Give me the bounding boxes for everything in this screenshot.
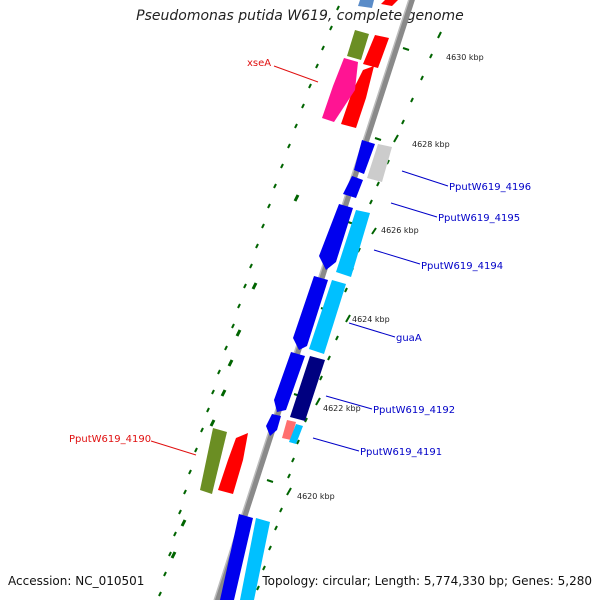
gene-block [266,414,281,436]
reverse-strand-genes [218,0,398,600]
gene-block [240,518,270,600]
gene-label-pputw619-4196: PputW619_4196 [449,182,531,193]
tick-label: 4624 kbp [352,315,390,324]
tick-label: 4622 kbp [323,404,361,413]
gene-label-pputw619-4191: PputW619_4191 [360,447,442,458]
gene-block [358,0,374,8]
gene-block [322,58,358,122]
gene-block [289,424,303,444]
gene-label-xsea: xseA [247,58,271,69]
gene-block [336,210,370,277]
tick-label: 4630 kbp [446,53,484,62]
gene-block [218,433,248,494]
gene-label-pputw619-4195: PputW619_4195 [438,213,520,224]
gene-block [343,176,363,198]
gene-block [290,356,325,421]
gene-block [354,140,375,174]
gene-block [319,204,353,270]
gene-labels: xseA PputW619_4196 PputW619_4195 PputW61… [69,58,531,458]
gene-block [363,35,389,68]
tick-label: 4626 kbp [381,226,419,235]
map-title: Pseudomonas putida W619, complete genome [136,8,464,24]
gene-block [309,280,346,354]
gene-block [347,30,369,60]
scale-labels: 4630 kbp 4628 kbp 4626 kbp 4624 kbp 4622… [297,53,484,501]
gene-block [341,66,374,128]
accession-text: Accession: NC_010501 [8,574,145,588]
genome-summary-text: Topology: circular; Length: 5,774,330 bp… [262,574,592,588]
gene-block [381,0,398,6]
gene-label-pputw619-4190: PputW619_4190 [69,434,151,445]
gene-block [274,352,305,412]
tick-label: 4628 kbp [412,140,450,149]
gene-label-guaa: guaA [396,333,422,344]
label-leaders [150,65,449,456]
tick-label: 4620 kbp [297,492,335,501]
forward-strand-genes [200,0,375,600]
gene-block [282,420,296,440]
gene-label-pputw619-4194: PputW619_4194 [421,261,503,272]
gene-block [200,428,227,494]
gene-label-pputw619-4192: PputW619_4192 [373,405,455,416]
gene-block [220,514,253,600]
gene-block [367,144,392,182]
gene-block [293,276,328,350]
